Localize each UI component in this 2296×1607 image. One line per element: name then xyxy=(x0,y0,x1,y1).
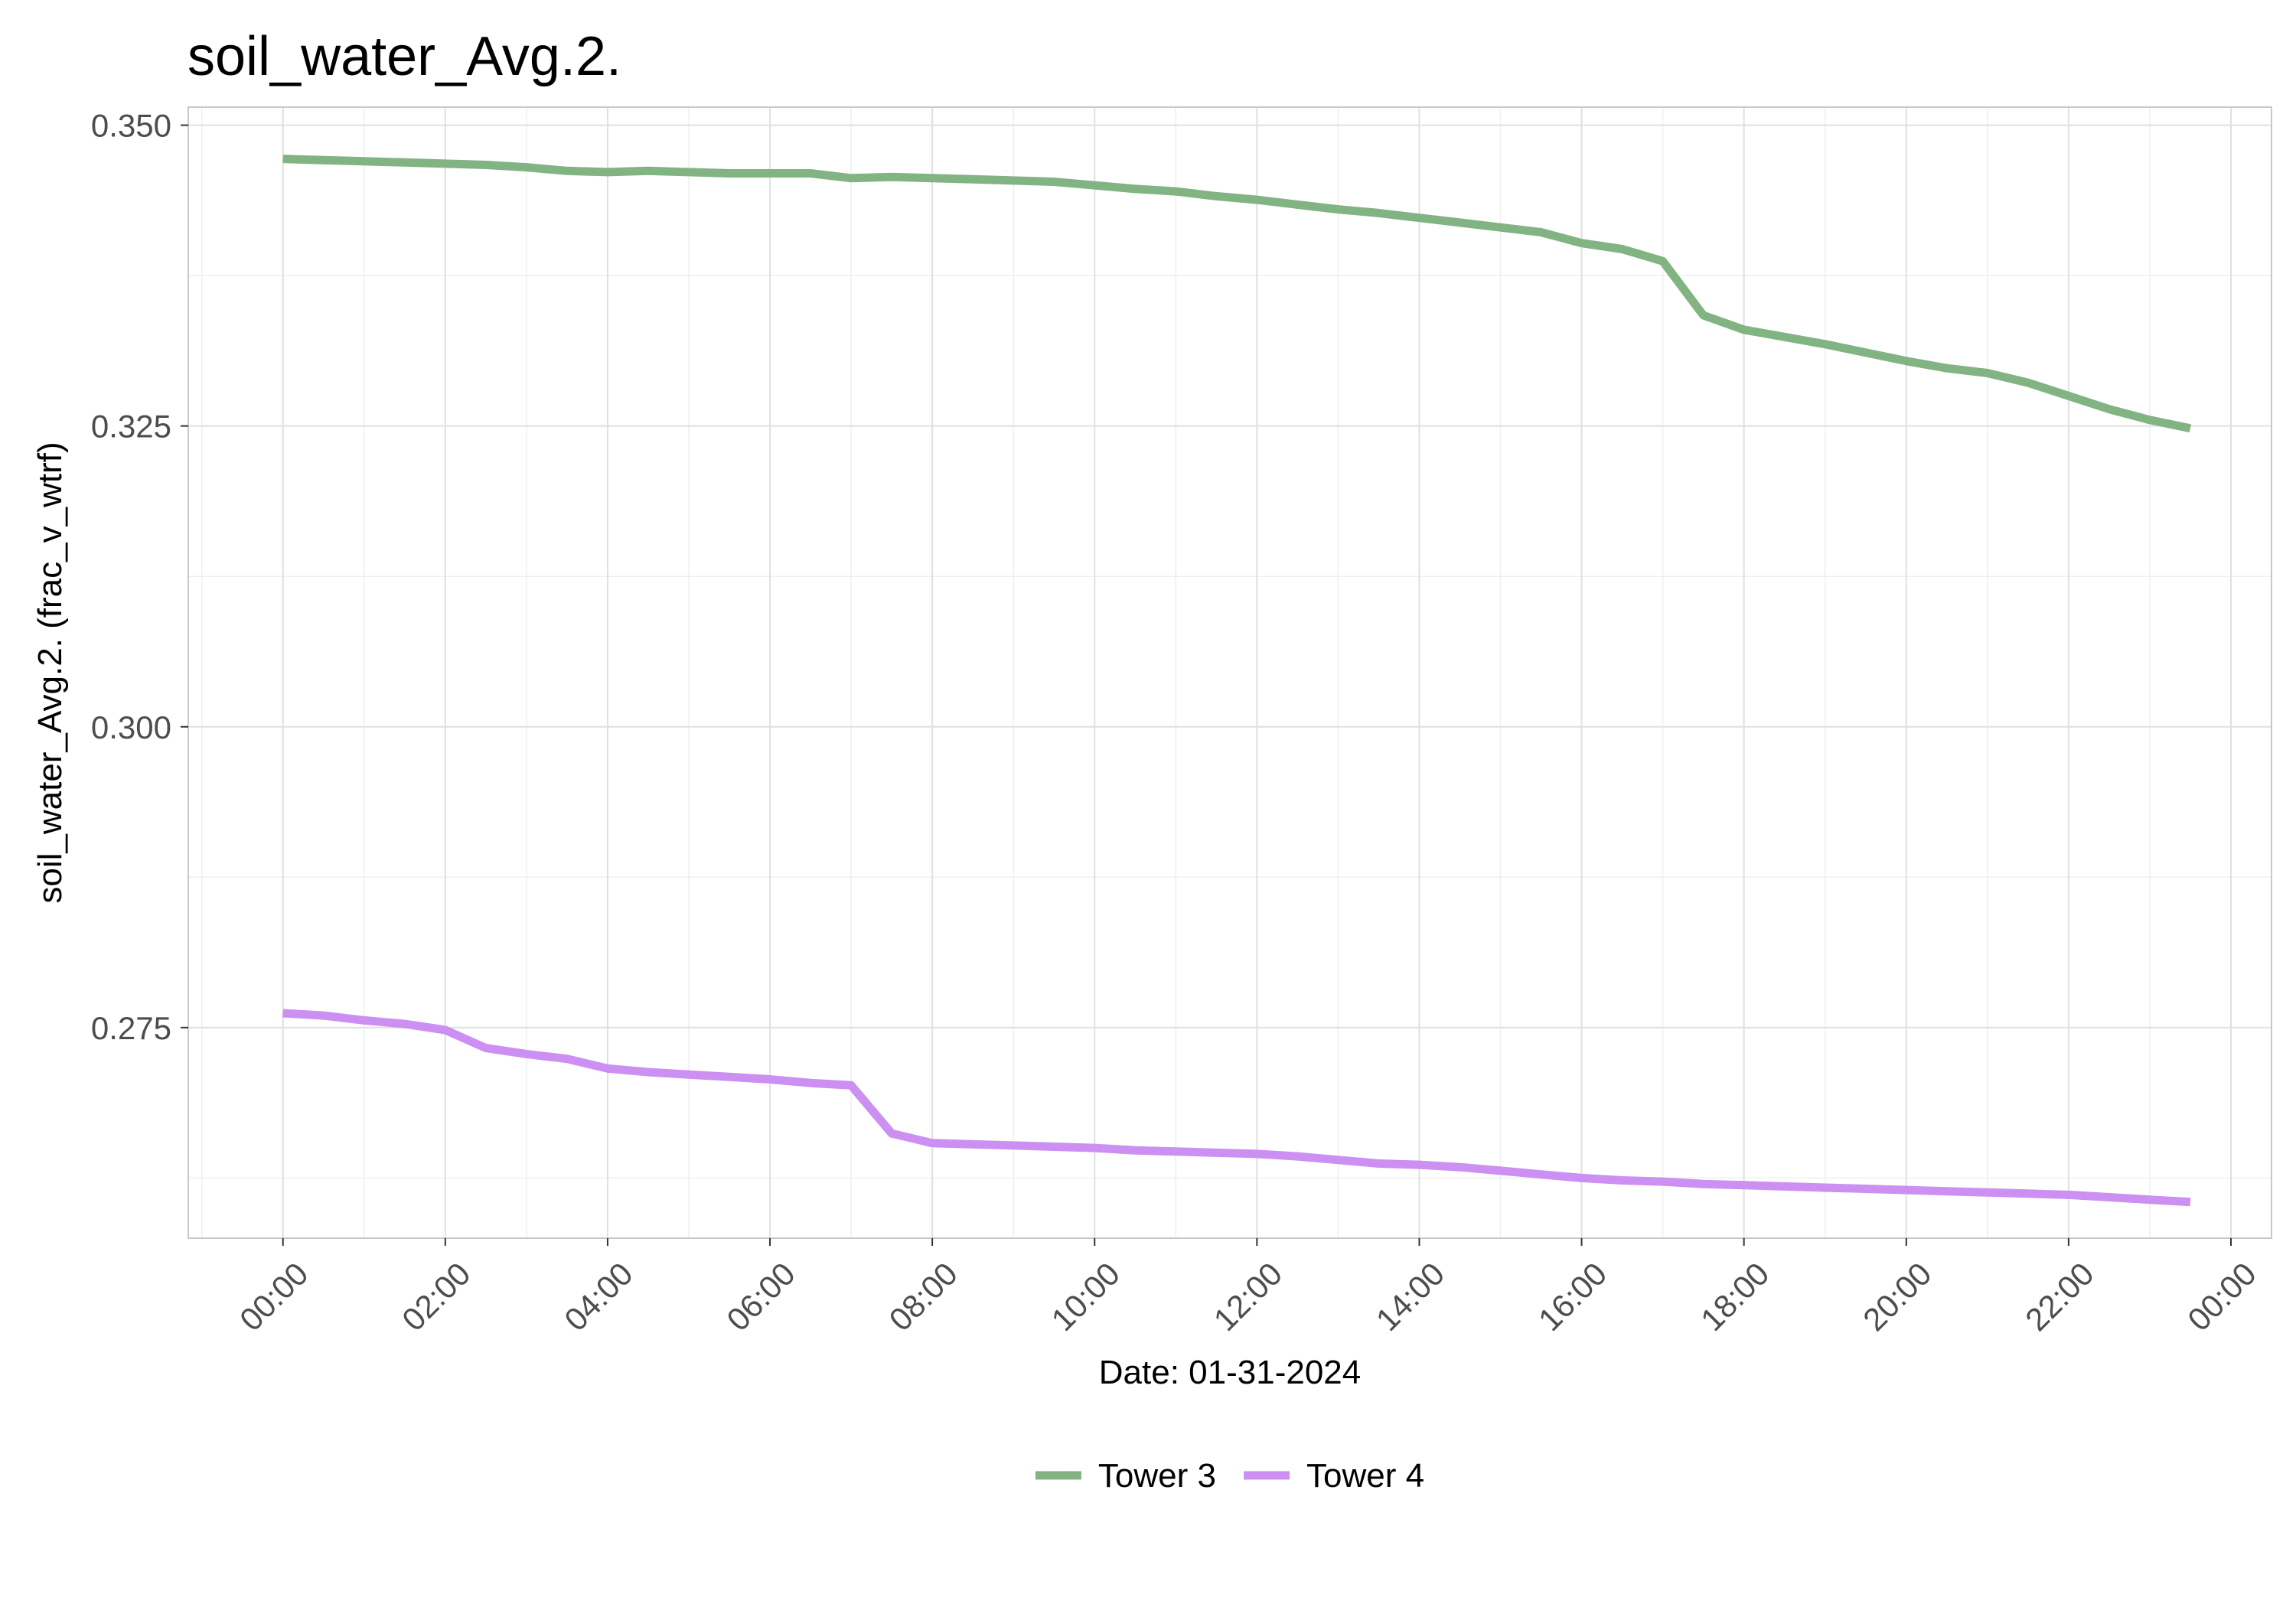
y-axis: 0.350 0.325 0.300 0.275 xyxy=(91,108,188,1046)
x-tick-label: 00:00 xyxy=(233,1256,315,1338)
chart-title: soil_water_Avg.2. xyxy=(188,26,621,87)
x-axis-title: Date: 01-31-2024 xyxy=(1099,1354,1361,1391)
x-tick-label: 04:00 xyxy=(557,1256,640,1338)
legend: Tower 3 Tower 4 xyxy=(1035,1457,1424,1495)
legend-label-tower-3: Tower 3 xyxy=(1098,1457,1216,1495)
x-tick-label: 18:00 xyxy=(1694,1256,1776,1338)
x-tick-label: 20:00 xyxy=(1856,1256,1939,1338)
x-tick-label: 00:00 xyxy=(2180,1256,2263,1338)
x-tick-label: 16:00 xyxy=(1531,1256,1614,1338)
y-tick-label: 0.350 xyxy=(91,108,171,144)
series-line-tower-4 xyxy=(282,1009,2191,1207)
x-axis: 00:00 02:00 04:00 06:00 08:00 10:00 12:00 14:00… xyxy=(233,1238,2263,1338)
x-tick-label: 10:00 xyxy=(1045,1256,1127,1338)
y-tick-label: 0.325 xyxy=(91,409,171,445)
series-line-tower-3 xyxy=(282,155,2192,433)
x-tick-label: 06:00 xyxy=(719,1256,802,1338)
plot-panel xyxy=(188,106,2272,1239)
grid xyxy=(188,107,2272,1238)
x-tick-label: 12:00 xyxy=(1207,1256,1290,1338)
y-tick-label: 0.275 xyxy=(91,1010,171,1046)
x-tick-label: 22:00 xyxy=(2018,1256,2101,1338)
x-tick-label: 02:00 xyxy=(395,1256,478,1338)
series-layer xyxy=(282,155,2192,1207)
y-axis-title: soil_water_Avg.2. (frac_v_wtrf) xyxy=(31,442,69,903)
y-tick-label: 0.300 xyxy=(91,709,171,745)
x-tick-label: 08:00 xyxy=(882,1256,964,1338)
x-tick-label: 14:00 xyxy=(1369,1256,1452,1338)
legend-label-tower-4: Tower 4 xyxy=(1306,1457,1424,1495)
